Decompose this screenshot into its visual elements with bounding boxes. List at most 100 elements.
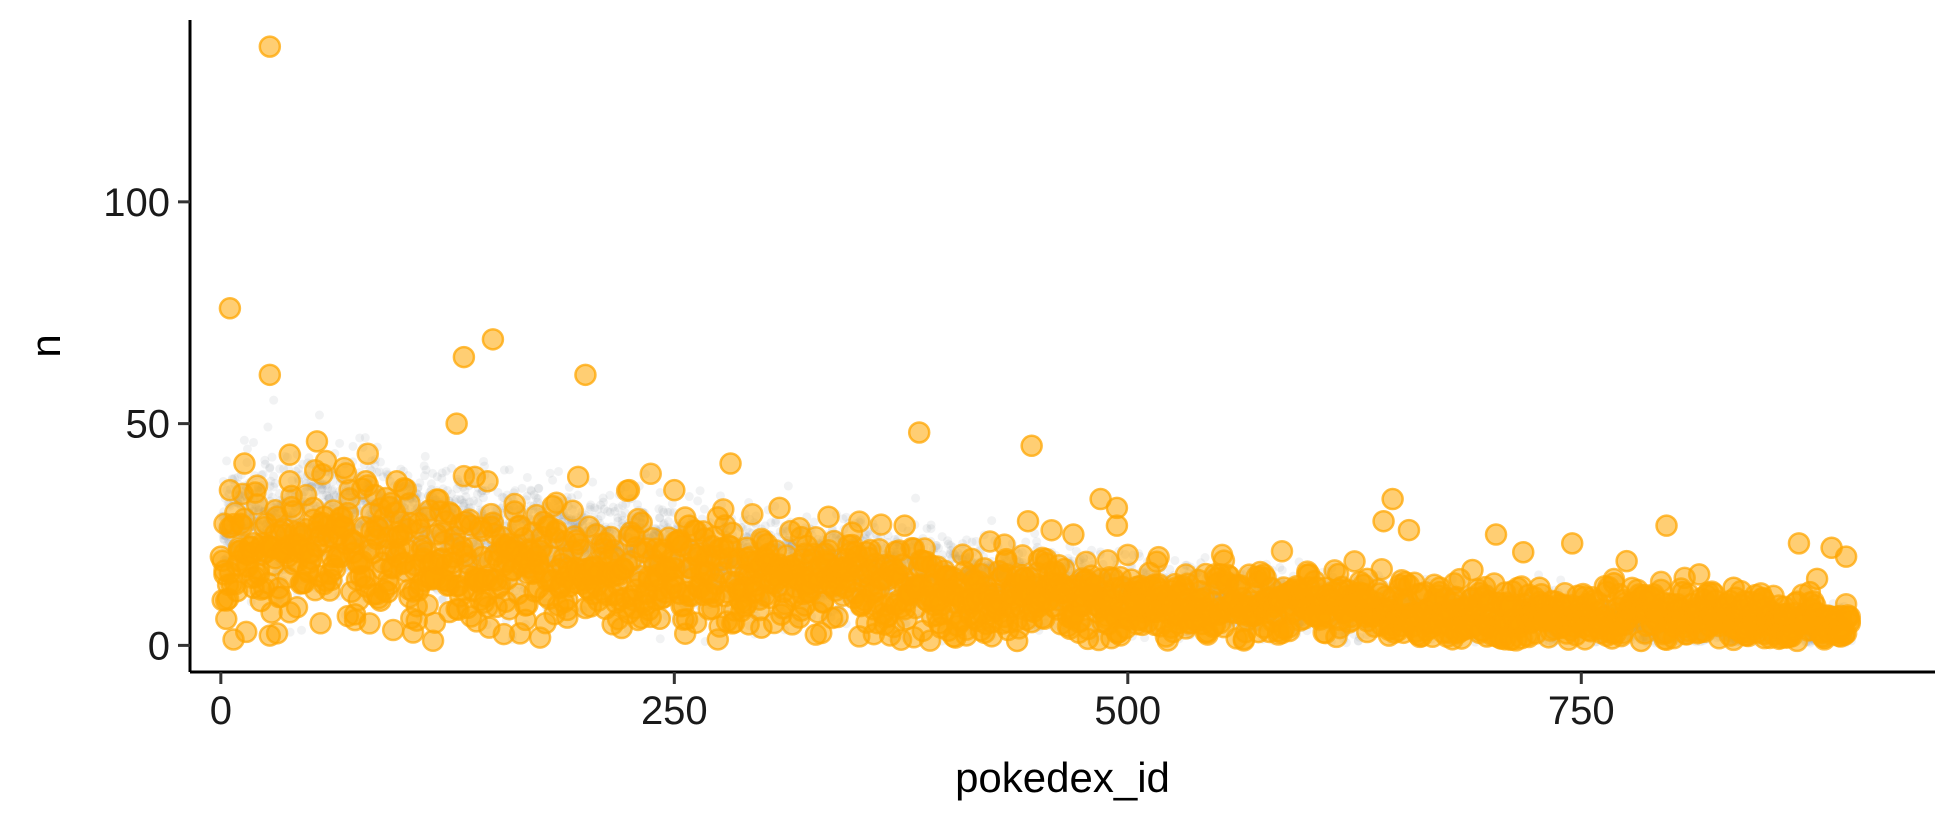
background-point: [294, 464, 304, 474]
background-point: [360, 433, 370, 443]
background-point: [461, 492, 471, 502]
background-point: [493, 487, 503, 497]
background-point: [1170, 555, 1180, 565]
background-point: [596, 500, 606, 510]
background-point: [269, 482, 279, 492]
background-point: [655, 634, 665, 644]
background-point: [766, 518, 776, 528]
background-point: [783, 481, 793, 491]
background-point: [588, 477, 598, 487]
background-point: [472, 489, 482, 499]
background-point: [657, 505, 667, 515]
background-point: [613, 503, 623, 513]
background-point: [603, 506, 613, 516]
background-point: [1032, 537, 1042, 547]
background-point: [329, 490, 339, 500]
background-point: [655, 488, 665, 498]
background-point: [617, 515, 627, 525]
background-point: [534, 484, 544, 494]
background-point: [323, 492, 333, 502]
background-point: [455, 494, 465, 504]
background-point: [684, 492, 694, 502]
background-point: [598, 493, 608, 503]
background-point: [770, 518, 780, 528]
background-point: [504, 465, 514, 475]
background-point: [554, 466, 564, 476]
background-point: [473, 498, 483, 508]
background-point: [441, 466, 451, 476]
background-point: [693, 496, 703, 506]
background-point: [633, 500, 643, 510]
background-point: [426, 479, 436, 489]
background-point: [598, 497, 608, 507]
background-point: [263, 422, 273, 432]
background-point: [665, 507, 675, 517]
background-point: [260, 455, 270, 465]
background-point: [437, 468, 447, 478]
background-point: [478, 493, 488, 503]
background-point: [437, 595, 447, 605]
background-point: [239, 435, 249, 445]
background-point: [613, 516, 623, 526]
background-point: [249, 437, 259, 447]
background-point: [545, 468, 555, 478]
background-point: [617, 511, 627, 521]
background-point: [585, 502, 595, 512]
background-point: [937, 532, 947, 542]
background-point: [605, 490, 615, 500]
background-point: [926, 524, 936, 534]
background-point: [419, 461, 429, 471]
background-point: [469, 496, 479, 506]
background-point: [318, 490, 328, 500]
background-point: [865, 530, 875, 540]
background-point: [318, 485, 328, 495]
background-point: [222, 456, 232, 466]
background-point: [459, 498, 469, 508]
background-point: [269, 471, 279, 481]
background-point: [659, 518, 669, 528]
background-point: [1165, 564, 1175, 574]
background-point: [265, 463, 275, 473]
background-point: [458, 498, 468, 508]
background-point: [420, 451, 430, 461]
background-point: [415, 478, 425, 488]
background-point: [297, 625, 307, 635]
background-point: [971, 536, 981, 546]
background-point: [593, 504, 603, 514]
background-point: [585, 505, 595, 515]
background-point: [266, 476, 276, 486]
background-point: [742, 524, 752, 534]
background-point: [962, 535, 972, 545]
background-point: [269, 395, 279, 405]
background-point: [943, 536, 953, 546]
background-point: [446, 463, 456, 473]
background-point: [946, 540, 956, 550]
background-point: [548, 475, 558, 485]
background-point: [663, 507, 673, 517]
background-point: [328, 485, 338, 495]
background-point: [613, 513, 623, 523]
background-point: [838, 514, 848, 524]
background-point: [526, 485, 536, 495]
background-point: [655, 513, 665, 523]
background-point: [599, 504, 609, 514]
background-point: [522, 491, 532, 501]
background-point: [233, 472, 243, 482]
background-point: [375, 457, 385, 467]
background-point: [531, 493, 541, 503]
background-point: [242, 444, 252, 454]
background-point: [301, 477, 311, 487]
background-point: [586, 500, 596, 510]
background-point: [526, 486, 536, 496]
background-point: [267, 452, 277, 462]
background-point: [355, 433, 365, 443]
background-point: [529, 490, 539, 500]
background-point: [517, 483, 527, 493]
background-point: [926, 520, 936, 530]
background-point: [260, 459, 270, 469]
background-point: [943, 539, 953, 549]
background-point: [510, 486, 520, 496]
background-point: [437, 473, 447, 483]
